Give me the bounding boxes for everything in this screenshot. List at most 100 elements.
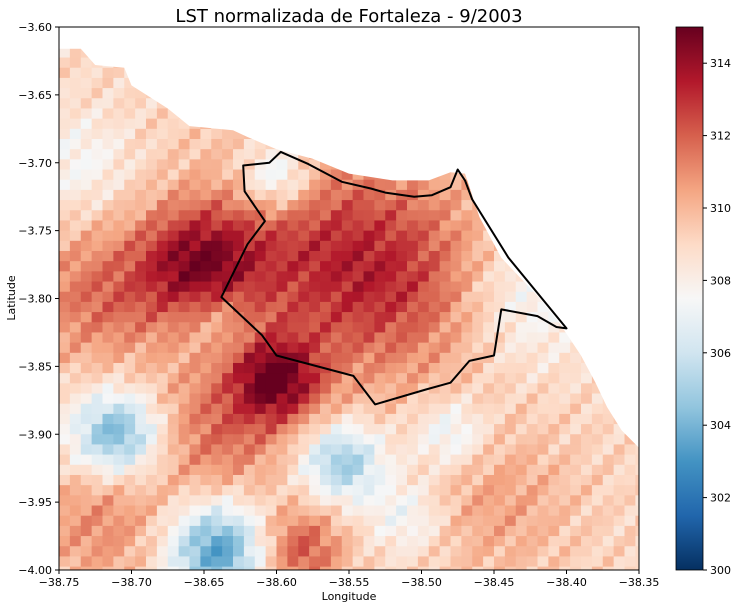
heatmap-cell	[526, 434, 539, 446]
heatmap-cell	[124, 271, 136, 283]
heatmap-cell	[352, 454, 365, 466]
heatmap-cell	[113, 342, 125, 354]
heatmap-cell	[428, 454, 441, 466]
heatmap-cell	[428, 505, 441, 517]
heatmap-cell	[407, 424, 419, 435]
heatmap-cell	[91, 332, 104, 344]
heatmap-cell	[113, 515, 125, 527]
heatmap-cell	[352, 220, 365, 232]
heatmap-cell	[341, 362, 354, 374]
heatmap-cell	[222, 230, 234, 242]
heatmap-cell	[254, 505, 267, 517]
y-tick-label: −3.60	[18, 21, 52, 34]
heatmap-cell	[309, 322, 321, 334]
heatmap-cell	[330, 220, 343, 232]
heatmap-cell	[222, 444, 234, 456]
heatmap-cell	[124, 474, 136, 486]
heatmap-cell	[407, 556, 419, 568]
heatmap-cell	[407, 444, 419, 456]
heatmap-cell	[178, 118, 191, 130]
heatmap-cell	[320, 291, 332, 303]
heatmap-cell	[417, 200, 430, 211]
heatmap-cell	[211, 546, 223, 558]
heatmap-cell	[483, 271, 495, 283]
heatmap-cell	[417, 210, 430, 222]
heatmap-cell	[461, 444, 473, 456]
heatmap-cell	[341, 515, 354, 527]
heatmap-cell	[91, 413, 104, 425]
heatmap-cell	[178, 230, 191, 242]
heatmap-cell	[156, 332, 169, 344]
heatmap-cell	[439, 220, 452, 232]
heatmap-cell	[581, 546, 593, 558]
heatmap-cell	[200, 546, 212, 558]
heatmap-cell	[200, 159, 212, 171]
heatmap-cell	[124, 291, 136, 303]
heatmap-cell	[178, 250, 191, 262]
heatmap-cell	[113, 77, 125, 89]
heatmap-cell	[265, 403, 278, 415]
heatmap-cell	[189, 413, 201, 425]
heatmap-cell	[309, 383, 321, 395]
heatmap-cell	[472, 403, 484, 415]
heatmap-cell	[113, 301, 125, 313]
heatmap-cell	[265, 312, 278, 323]
heatmap-cell	[200, 240, 212, 252]
heatmap-cell	[124, 149, 136, 160]
heatmap-cell	[581, 495, 593, 507]
heatmap-cell	[602, 536, 615, 547]
heatmap-cell	[298, 342, 310, 354]
heatmap-cell	[156, 495, 169, 507]
heatmap-cell	[472, 464, 484, 476]
heatmap-cell	[363, 281, 375, 293]
heatmap-cell	[276, 200, 288, 211]
heatmap-cell	[374, 536, 386, 547]
heatmap-cell	[80, 566, 93, 570]
heatmap-cell	[396, 525, 408, 537]
heatmap-cell	[113, 352, 125, 364]
heatmap-cell	[439, 485, 452, 496]
heatmap-cell	[189, 179, 201, 191]
heatmap-cell	[407, 434, 419, 446]
heatmap-cell	[417, 444, 430, 456]
heatmap-cell	[483, 332, 495, 344]
heatmap-cell	[113, 373, 125, 384]
heatmap-cell	[330, 352, 343, 364]
heatmap-cell	[624, 454, 636, 466]
heatmap-cell	[396, 515, 408, 527]
heatmap-cell	[80, 393, 93, 405]
heatmap-cell	[591, 556, 604, 568]
heatmap-cell	[526, 444, 539, 456]
heatmap-cell	[309, 413, 321, 425]
heatmap-cell	[298, 352, 310, 364]
heatmap-cell	[113, 169, 125, 181]
heatmap-cell	[352, 200, 365, 211]
heatmap-cell	[407, 342, 419, 354]
heatmap-cell	[417, 525, 430, 537]
heatmap-cell	[396, 566, 408, 570]
heatmap-cell	[602, 546, 615, 558]
heatmap-cell	[178, 159, 191, 171]
heatmap-cell	[450, 505, 462, 517]
heatmap-cell	[135, 210, 147, 222]
heatmap-cell	[461, 413, 473, 425]
heatmap-cell	[515, 291, 528, 303]
heatmap-cell	[428, 556, 441, 568]
heatmap-cell	[374, 454, 386, 466]
heatmap-cell	[102, 77, 114, 89]
heatmap-cell	[537, 424, 549, 435]
heatmap-cell	[276, 250, 288, 262]
heatmap-cell	[135, 169, 147, 181]
heatmap-cell	[385, 189, 397, 201]
heatmap-cell	[233, 393, 245, 405]
heatmap-cell	[265, 220, 278, 232]
heatmap-cell	[298, 322, 310, 334]
heatmap-cell	[200, 424, 212, 435]
heatmap-cell	[352, 464, 365, 476]
heatmap-cell	[439, 301, 452, 313]
heatmap-cell	[624, 434, 636, 446]
heatmap-cell	[167, 149, 180, 160]
heatmap-cell	[472, 495, 484, 507]
heatmap-cell	[276, 220, 288, 232]
heatmap-cell	[330, 515, 343, 527]
